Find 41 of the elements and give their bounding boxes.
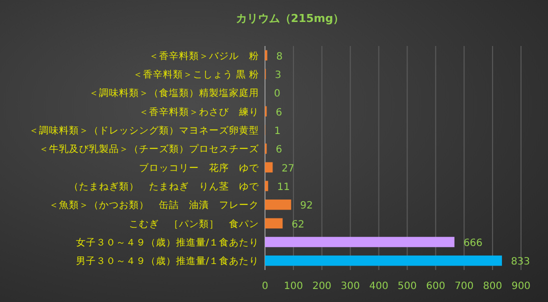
- y-tick-label: 男子３０～４９（歳）推進量/１食あたり: [76, 255, 259, 268]
- y-tick-label: 女子３０～４９（歳）推進量/１食あたり: [76, 236, 259, 248]
- data-label: 0: [274, 88, 280, 100]
- data-label: 92: [300, 200, 313, 212]
- x-tick-label: 300: [340, 281, 360, 292]
- x-tick-label: 800: [483, 281, 502, 292]
- data-label: 62: [292, 219, 304, 230]
- y-tick-label: こむぎ ［パン類］ 食パン: [129, 218, 259, 230]
- data-label: 6: [276, 107, 282, 118]
- x-tick-label: 900: [511, 281, 531, 292]
- x-tick-label: 0: [262, 281, 268, 292]
- data-label: 27: [282, 163, 294, 174]
- data-label: 1: [274, 126, 281, 137]
- y-tick-label: （たまねぎ類） たまねぎ りん茎 ゆで: [69, 180, 260, 192]
- x-tick-label: 500: [398, 281, 417, 292]
- y-tick-label: ＜魚類＞（かつお類） 缶詰 油漬 フレーク: [49, 199, 259, 212]
- bar: [265, 200, 292, 210]
- y-tick-label: ＜調味料類＞（ドレッシング類）マヨネーズ卵黄型: [29, 124, 259, 136]
- bar: [265, 218, 283, 228]
- x-tick-label: 700: [454, 281, 474, 292]
- x-tick-label: 600: [426, 281, 446, 292]
- x-tick-label: 400: [369, 281, 388, 292]
- y-tick-label: ＜調味料類＞（食塩類）精製塩家庭用: [89, 87, 259, 100]
- data-label: 833: [510, 256, 530, 268]
- y-tick-label: ＜香辛料類＞わさび 練り: [139, 106, 259, 118]
- y-tick-label: ＜香辛料類＞こしょう 黒 粉: [132, 68, 259, 80]
- bar: [265, 236, 454, 248]
- bar: [265, 162, 273, 172]
- data-label: 11: [277, 182, 290, 193]
- data-label: 8: [276, 51, 283, 62]
- bar: [265, 256, 502, 266]
- y-tick-label: ＜香辛料類＞バジル 粉: [149, 50, 259, 62]
- bar: [265, 180, 268, 192]
- data-label: 3: [274, 70, 282, 81]
- y-tick-label: ＜牛乳及び乳製品＞（チーズ類）プロセスチーズ: [39, 143, 260, 156]
- x-tick-label: 100: [284, 281, 303, 292]
- data-label: 666: [463, 238, 483, 249]
- data-label: 6: [276, 144, 282, 156]
- chart-title: カリウム（215mg）: [236, 12, 344, 25]
- x-tick-label: 200: [312, 281, 332, 292]
- y-tick-label: ブロッコリー 花序 ゆで: [139, 162, 260, 174]
